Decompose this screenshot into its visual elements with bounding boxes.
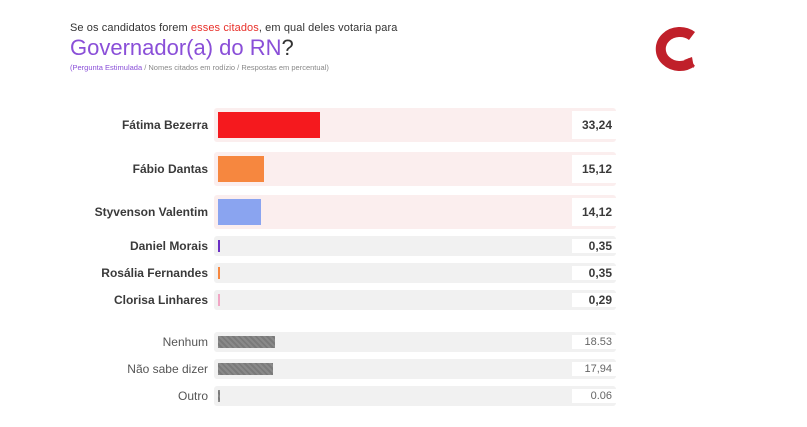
subtitle-start: Se os candidatos forem (70, 22, 191, 34)
chart-title-question-mark: ? (281, 35, 294, 60)
brand-logo-icon (644, 26, 706, 72)
bar-row: Styvenson Valentim 14,12 (60, 195, 616, 229)
chart-subtitle: Se os candidatos forem esses citados, em… (70, 22, 397, 34)
note-highlight: (Pergunta Estimulada (70, 63, 143, 72)
bar-row: Fátima Bezerra 33,24 (60, 108, 616, 142)
bar-track: 17,94 (214, 359, 616, 379)
bar (218, 267, 220, 279)
category-label: Clorisa Linhares (113, 293, 208, 307)
category-label: Rosália Fernandes (101, 266, 208, 280)
bar (218, 390, 220, 402)
bar (218, 156, 265, 182)
bar-row: Outro 0.06 (60, 386, 616, 406)
value-label: 18.53 (572, 335, 616, 349)
bar-track: 0,35 (214, 236, 616, 256)
value-label: 17,94 (572, 362, 616, 376)
value-label: 0,35 (572, 239, 616, 253)
bar (218, 240, 220, 252)
value-label: 15,12 (572, 155, 616, 183)
bar-track: 0,29 (214, 290, 616, 310)
bar (218, 199, 262, 225)
bar (218, 336, 275, 348)
category-label: Não sabe dizer (127, 362, 208, 376)
bar-row: Fábio Dantas 15,12 (60, 152, 616, 186)
chart-title-text: Governador(a) do RN (70, 35, 282, 60)
value-label: 0,35 (572, 266, 616, 280)
bar-track: 18.53 (214, 332, 616, 352)
subtitle-highlight: esses citados (190, 22, 259, 34)
bar-track: 0,35 (214, 263, 616, 283)
subtitle-end: , em qual deles votaria para (258, 22, 398, 34)
category-label: Outro (177, 389, 208, 403)
value-label: 14,12 (572, 198, 616, 226)
bar (218, 112, 321, 138)
note-rest: / Nomes citados em rodízio / Respostas e… (142, 63, 329, 72)
value-label: 0,29 (572, 293, 616, 307)
bar-row: Clorisa Linhares 0,29 (60, 290, 616, 310)
bar-track: 33,24 (214, 108, 616, 142)
category-label: Fábio Dantas (132, 162, 208, 176)
bar-track: 15,12 (214, 152, 616, 186)
value-label: 33,24 (572, 111, 616, 139)
category-label: Daniel Morais (129, 239, 208, 253)
bar-row: Não sabe dizer 17,94 (60, 359, 616, 379)
bar-row: Rosália Fernandes 0,35 (60, 263, 616, 283)
category-label: Nenhum (162, 335, 208, 349)
chart-title: Governador(a) do RN? (70, 35, 397, 61)
bar-row: Daniel Morais 0,35 (60, 236, 616, 256)
value-label: 0.06 (572, 389, 616, 403)
bar (218, 363, 274, 375)
bar-row: Nenhum 18.53 (60, 332, 616, 352)
chart-header: Se os candidatos forem esses citados, em… (70, 22, 397, 72)
chart-note: (Pergunta Estimulada / Nomes citados em … (70, 63, 397, 72)
category-label: Styvenson Valentim (94, 205, 208, 219)
bar-track: 14,12 (214, 195, 616, 229)
bar (218, 294, 220, 306)
bar-track: 0.06 (214, 386, 616, 406)
category-label: Fátima Bezerra (121, 118, 208, 132)
